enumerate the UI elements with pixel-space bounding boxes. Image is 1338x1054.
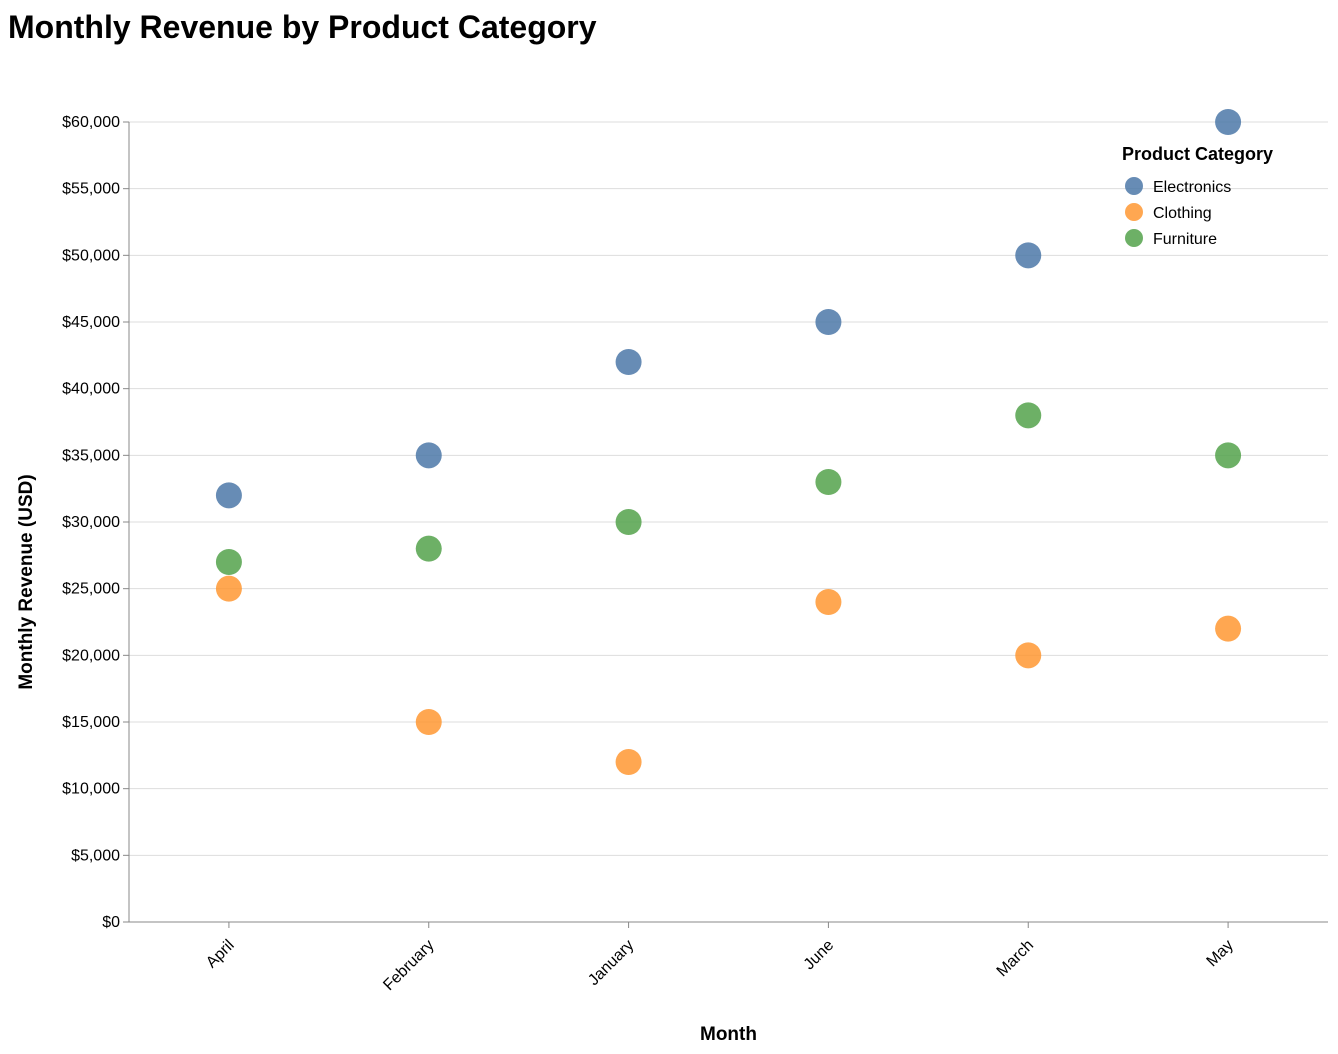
gridlines [129, 121, 1328, 923]
y-tick-label: $0 [102, 914, 120, 931]
x-tick-label: June [801, 937, 838, 974]
legend-swatch-clothing [1125, 203, 1143, 221]
data-point-furniture [815, 469, 842, 495]
y-tick-label: $15,000 [62, 714, 120, 731]
chart-title: Monthly Revenue by Product Category [8, 9, 597, 45]
y-tick-label: $10,000 [62, 781, 120, 798]
data-point-electronics [815, 309, 842, 335]
data-point-electronics [415, 442, 442, 469]
y-tick-label: $60,000 [62, 114, 120, 131]
x-tick-label: March [994, 937, 1037, 980]
axes: $0 $5,000 $10,000 $15,000 $20,000 $25,000 $30,… [62, 114, 1328, 994]
data-point-electronics [615, 349, 642, 375]
data-point-electronics [215, 482, 242, 509]
legend-swatch-electronics [1125, 177, 1143, 195]
y-tick-label: $40,000 [62, 381, 120, 398]
x-tick-label: January [585, 937, 637, 989]
x-tick-label: May [1204, 937, 1237, 970]
x-axis-title: Month [700, 1024, 757, 1045]
data-point-furniture [1215, 442, 1242, 469]
y-tick-label: $45,000 [62, 314, 120, 331]
legend-label: Electronics [1153, 179, 1231, 196]
data-point-electronics [1215, 109, 1242, 135]
x-tick-label: February [380, 937, 437, 994]
data-points [215, 109, 1242, 775]
y-tick-label: $35,000 [62, 447, 120, 464]
data-point-furniture [1015, 402, 1042, 429]
data-point-furniture [615, 509, 642, 535]
data-point-electronics [1015, 242, 1042, 269]
y-tick-label: $25,000 [62, 581, 120, 598]
y-axis-title: Monthly Revenue (USD) [16, 474, 37, 689]
y-tick-label: $50,000 [62, 247, 120, 264]
data-point-clothing [1215, 615, 1242, 642]
legend-title: Product Category [1122, 144, 1273, 164]
data-point-clothing [415, 709, 442, 735]
data-point-clothing [215, 575, 242, 602]
x-tick-label: April [203, 937, 238, 972]
data-point-furniture [215, 549, 242, 575]
legend-label: Clothing [1153, 205, 1212, 222]
y-tick-label: $30,000 [62, 514, 120, 531]
data-point-clothing [815, 589, 842, 615]
data-point-furniture [415, 535, 442, 562]
legend-swatch-furniture [1125, 229, 1143, 247]
legend-label: Furniture [1153, 231, 1217, 248]
legend: Product Category Electronics Clothing Furni… [1122, 144, 1273, 248]
data-point-clothing [615, 749, 642, 775]
y-tick-label: $5,000 [71, 847, 120, 864]
y-tick-label: $55,000 [62, 181, 120, 198]
data-point-clothing [1015, 642, 1042, 669]
y-tick-label: $20,000 [62, 647, 120, 664]
